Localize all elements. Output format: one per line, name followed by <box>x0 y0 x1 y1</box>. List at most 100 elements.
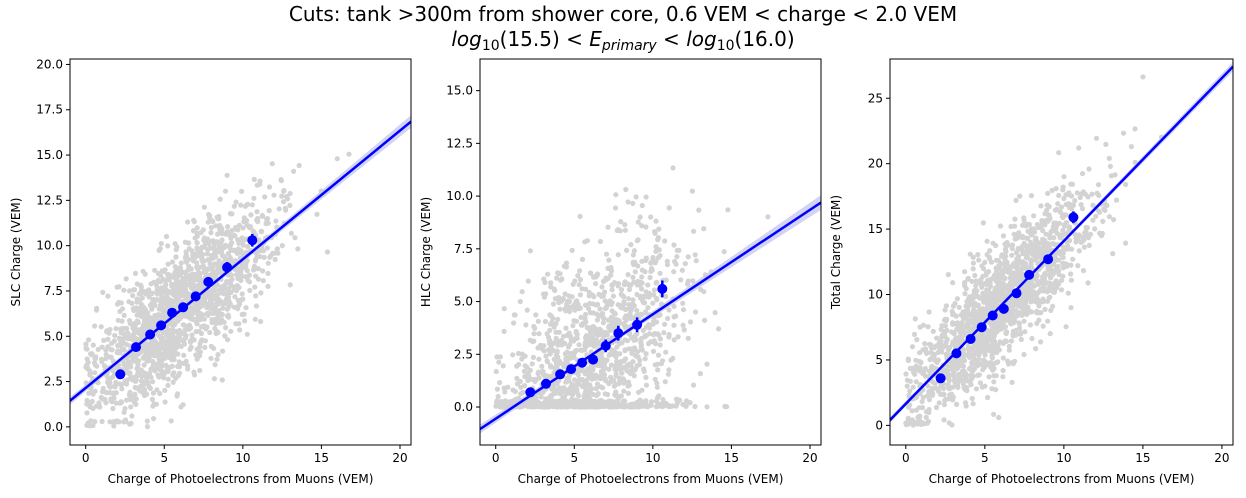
scatter-point <box>584 238 591 244</box>
scatter-point <box>587 310 594 316</box>
scatter-point <box>168 418 174 424</box>
scatter-point <box>251 266 257 272</box>
scatter-point <box>973 386 980 392</box>
scatter-point <box>202 344 208 351</box>
scatter-point <box>115 343 121 349</box>
scatter-point <box>1081 244 1087 250</box>
scatter-point <box>1061 174 1067 180</box>
scatter-point <box>90 342 96 348</box>
scatter-point <box>1060 227 1066 233</box>
y-tick-label: 2.5 <box>454 347 473 361</box>
scatter-point <box>530 354 537 360</box>
scatter-point <box>722 403 728 409</box>
scatter-point <box>514 363 520 369</box>
scatter-point <box>1031 213 1037 219</box>
scatter-point <box>973 278 979 284</box>
scatter-point <box>945 363 951 369</box>
scatter-point <box>123 276 129 282</box>
scatter-point <box>210 310 216 316</box>
scatter-point <box>632 333 638 339</box>
scatter-point <box>701 226 707 232</box>
scatter-point <box>633 194 639 200</box>
scatter-point <box>606 257 612 263</box>
scatter-point <box>1016 325 1023 331</box>
scatter-point <box>494 398 500 404</box>
scatter-point <box>1027 322 1033 328</box>
scatter-point <box>1053 186 1059 192</box>
scatter-point <box>112 384 118 390</box>
scatter-point <box>557 400 563 406</box>
scatter-point <box>643 374 649 380</box>
scatter-point <box>1052 228 1058 234</box>
scatter-point <box>147 370 153 377</box>
scatter-point <box>109 374 116 380</box>
scatter-point <box>656 226 662 232</box>
scatter-point <box>944 336 950 342</box>
scatter-point <box>84 410 90 416</box>
scatter-point <box>566 401 572 407</box>
binned-mean-point <box>1011 288 1022 299</box>
binned-mean-point <box>541 378 551 389</box>
scatter-point <box>169 326 176 333</box>
scatter-point <box>954 401 960 407</box>
scatter-point <box>500 363 506 369</box>
scatter-point <box>1078 191 1084 197</box>
scatter-point <box>282 205 288 211</box>
scatter-point <box>638 344 644 351</box>
scatter-point <box>1103 202 1109 208</box>
scatter-point <box>1027 265 1033 271</box>
scatter-point <box>132 287 138 293</box>
scatter-point <box>141 362 147 368</box>
scatter-point <box>650 300 656 306</box>
scatter-point <box>610 349 616 355</box>
scatter-point <box>979 332 986 338</box>
scatter-point <box>288 230 294 236</box>
scatter-point <box>121 419 127 425</box>
scatter-point <box>638 339 644 345</box>
scatter-point <box>183 276 189 282</box>
scatter-point <box>685 278 691 284</box>
scatter-point <box>197 340 203 346</box>
scatter-point <box>636 389 642 395</box>
scatter-point <box>544 358 550 364</box>
scatter-point <box>197 367 203 374</box>
scatter-point <box>512 312 518 318</box>
y-tick-label: 12.5 <box>36 193 63 207</box>
binned-mean-point <box>998 303 1009 314</box>
scatter-point <box>564 375 570 381</box>
scatter-point <box>970 358 976 364</box>
scatter-point <box>634 307 640 314</box>
scatter-point <box>270 250 276 256</box>
scatter-point <box>1098 233 1105 239</box>
scatter-point <box>207 303 213 310</box>
scatter-point <box>654 297 660 303</box>
scatter-point <box>172 270 178 276</box>
scatter-point <box>653 398 659 404</box>
scatter-point <box>121 312 127 318</box>
scatter-point <box>103 400 109 406</box>
scatter-point <box>970 307 977 313</box>
scatter-point <box>603 329 609 335</box>
scatter-point <box>152 322 158 328</box>
scatter-point <box>1008 313 1014 319</box>
scatter-point <box>993 266 1000 272</box>
scatter-point <box>602 364 608 370</box>
scatter-point <box>592 403 598 409</box>
scatter-point <box>670 165 676 171</box>
scatter-point <box>990 299 996 305</box>
scatter-point <box>205 247 211 253</box>
scatter-point <box>563 325 569 331</box>
scatter-point <box>187 324 193 330</box>
scatter-point <box>996 347 1003 353</box>
scatter-point <box>945 347 952 353</box>
scatter-point <box>646 325 653 331</box>
scatter-point <box>197 312 203 319</box>
scatter-point <box>991 333 997 340</box>
scatter-point <box>1046 287 1052 294</box>
scatter-point <box>177 338 183 344</box>
scatter-point <box>1072 198 1078 204</box>
scatter-point <box>1069 202 1075 208</box>
scatter-point <box>622 227 629 233</box>
scatter-point <box>960 355 966 361</box>
scatter-point <box>1066 238 1073 244</box>
